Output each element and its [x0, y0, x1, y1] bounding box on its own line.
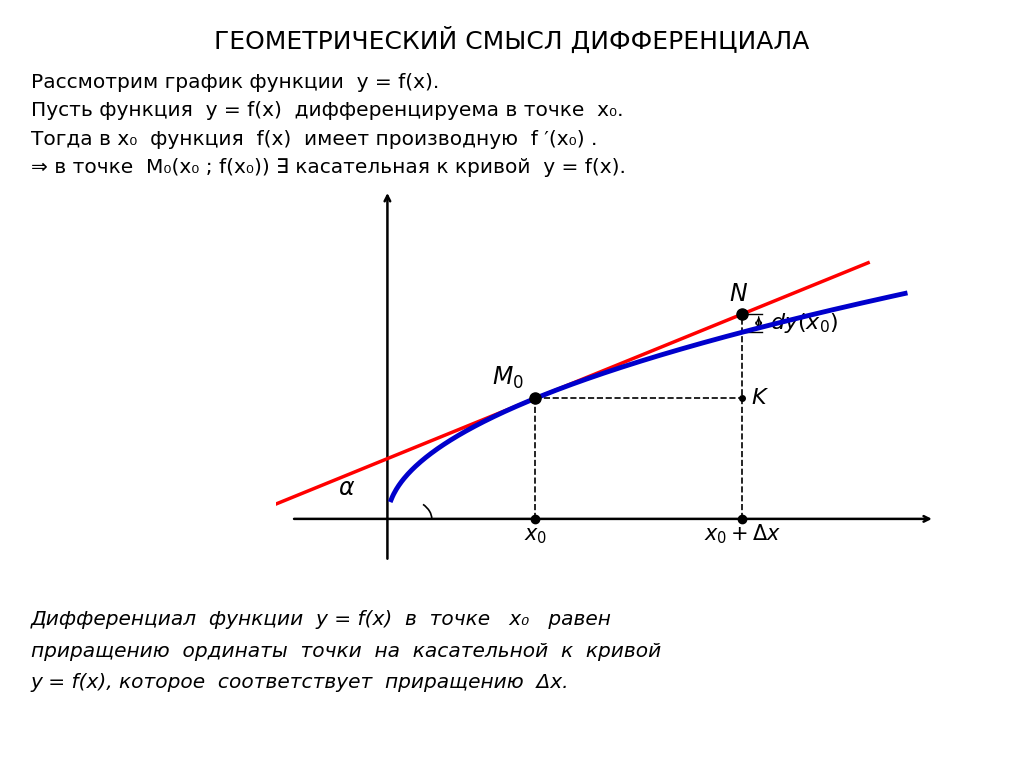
Text: y = f(x), которое  соответствует  приращению  Δx.: y = f(x), которое соответствует приращен… [31, 673, 569, 693]
Text: приращению  ординаты  точки  на  касательной  к  кривой: приращению ординаты точки на касательной… [31, 642, 660, 661]
Text: $K$: $K$ [752, 388, 769, 408]
Text: $x_0+\Delta x$: $x_0+\Delta x$ [703, 522, 781, 546]
Text: $M_0$: $M_0$ [493, 365, 524, 391]
Text: $N$: $N$ [729, 281, 749, 305]
Text: ⇒ в точке  M₀(x₀ ; f(x₀)) ∃ касательная к кривой  y = f(x).: ⇒ в точке M₀(x₀ ; f(x₀)) ∃ касательная к… [31, 158, 626, 177]
Text: Тогда в x₀  функция  f(x)  имеет производную  f ′(x₀) .: Тогда в x₀ функция f(x) имеет производну… [31, 130, 597, 149]
Text: $dy(x_0)$: $dy(x_0)$ [770, 311, 839, 335]
Text: Дифференциал  функции  y = f(x)  в  точке   x₀   равен: Дифференциал функции y = f(x) в точке x₀… [31, 610, 611, 629]
Text: Пусть функция  y = f(x)  дифференцируема в точке  x₀.: Пусть функция y = f(x) дифференцируема в… [31, 101, 624, 120]
Text: $x_0$: $x_0$ [523, 526, 547, 546]
Text: Рассмотрим график функции  y = f(x).: Рассмотрим график функции y = f(x). [31, 73, 439, 92]
Text: $\alpha$: $\alpha$ [338, 476, 355, 500]
Text: ГЕОМЕТРИЧЕСКИЙ СМЫСЛ ДИФФЕРЕНЦИАЛА: ГЕОМЕТРИЧЕСКИЙ СМЫСЛ ДИФФЕРЕНЦИАЛА [214, 27, 810, 54]
